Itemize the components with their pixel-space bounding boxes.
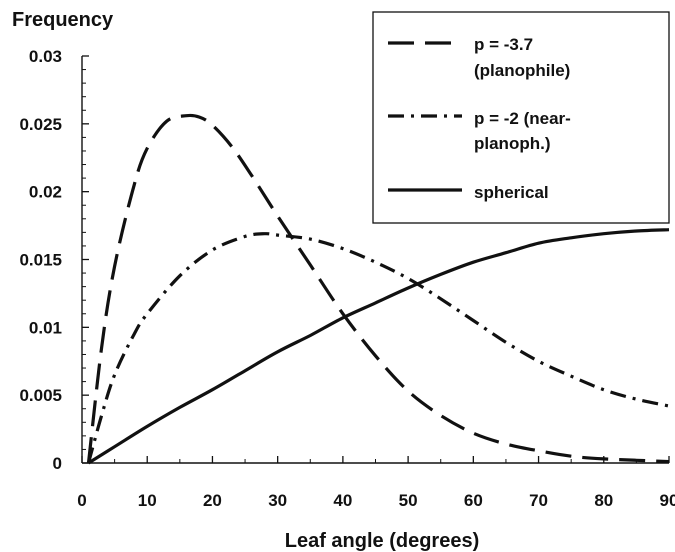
y-axis-title: Frequency — [12, 9, 114, 31]
axes — [81, 55, 670, 464]
series-line-solid — [87, 228, 670, 465]
x-tick-label: 40 — [333, 491, 352, 510]
series-line-dash-dot — [86, 232, 670, 464]
x-tick-label: 90 — [660, 491, 675, 510]
y-tick-label: 0.005 — [19, 386, 62, 405]
y-tick-label: 0.03 — [29, 47, 62, 66]
x-tick-label: 80 — [594, 491, 613, 510]
tick-labels: 0 0.005 0.01 0.015 0.02 0.025 0.03 0 10 20 30 40 50 6… — [19, 47, 675, 510]
legend-label: spherical — [474, 183, 549, 202]
x-tick-label: 60 — [464, 491, 483, 510]
legend: p = -3.7 (planophile) p = -2 (near-planoph… — [372, 11, 670, 224]
legend-label: (planophile) — [474, 61, 570, 80]
y-tick-label: 0 — [53, 454, 62, 473]
y-tick-label: 0.015 — [19, 251, 62, 270]
x-tick-label: 0 — [77, 491, 86, 510]
x-tick-label: 70 — [529, 491, 548, 510]
y-tick-label: 0.025 — [19, 115, 62, 134]
y-tick-label: 0.02 — [29, 183, 62, 202]
series-line-dashed — [86, 113, 670, 464]
x-tick-label: 30 — [268, 491, 287, 510]
series-layer — [86, 113, 670, 465]
legend-label: p = -3.7 — [474, 35, 533, 54]
x-axis-title: Leaf angle (degrees) — [285, 530, 480, 552]
legend-label: planoph.) — [474, 134, 550, 153]
x-tick-label: 50 — [399, 491, 418, 510]
x-tick-label: 20 — [203, 491, 222, 510]
y-tick-label: 0.01 — [29, 318, 62, 337]
x-tick-label: 10 — [138, 491, 157, 510]
legend-label: p = -2 (near- — [474, 109, 571, 128]
